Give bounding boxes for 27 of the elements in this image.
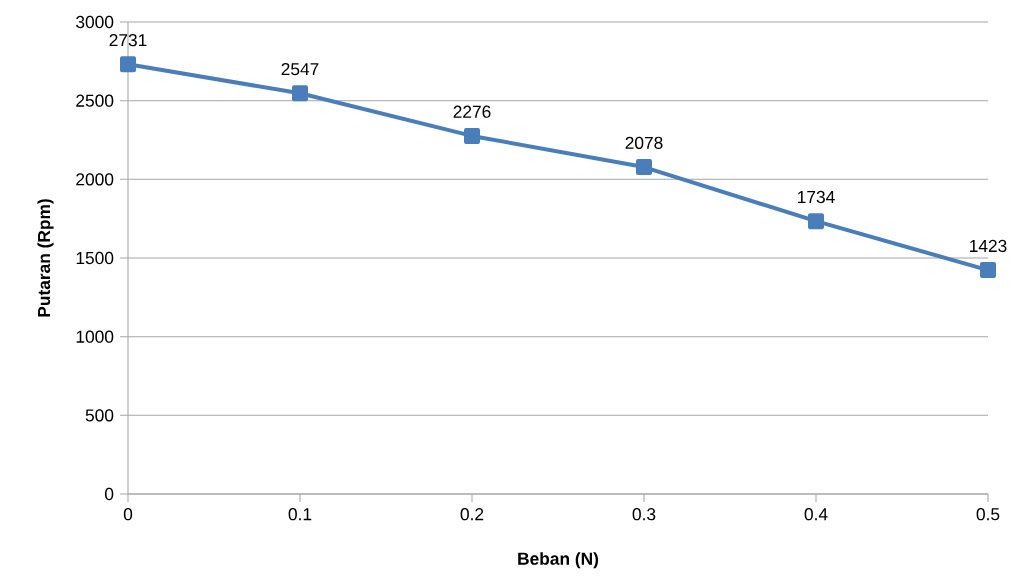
x-axis-title: Beban (N) — [518, 552, 599, 569]
point — [120, 56, 136, 73]
data-label: 2547 — [281, 62, 319, 76]
y-tick-label: 500 — [85, 409, 114, 422]
data-label: 1423 — [970, 239, 1007, 253]
y-tick-label: 0 — [104, 487, 114, 501]
data-label: 1734 — [798, 190, 835, 204]
x-tick-label: 0.3 — [632, 508, 656, 521]
point — [808, 213, 825, 230]
x-tick-label: 0 — [123, 508, 133, 521]
x-tick-label: 0.5 — [976, 508, 1000, 521]
point — [980, 262, 996, 279]
y-tick-label: 3000 — [76, 15, 114, 29]
data-label: 2078 — [625, 136, 663, 150]
point — [292, 85, 308, 102]
x-tick-label: 0.1 — [288, 508, 312, 521]
y-tick-label: 1000 — [76, 330, 114, 343]
point — [636, 159, 652, 176]
x-tick-label: 0.2 — [460, 508, 484, 521]
point — [464, 127, 480, 144]
y-axis-title: Putaran (Rpm) — [37, 199, 54, 317]
data-label: 2731 — [109, 34, 147, 47]
data-label: 2276 — [453, 105, 491, 118]
y-tick-label: 2500 — [76, 94, 114, 107]
x-tick-label: 0.4 — [804, 508, 828, 521]
y-tick-label: 1500 — [76, 251, 114, 265]
y-tick-label: 2000 — [76, 173, 114, 186]
